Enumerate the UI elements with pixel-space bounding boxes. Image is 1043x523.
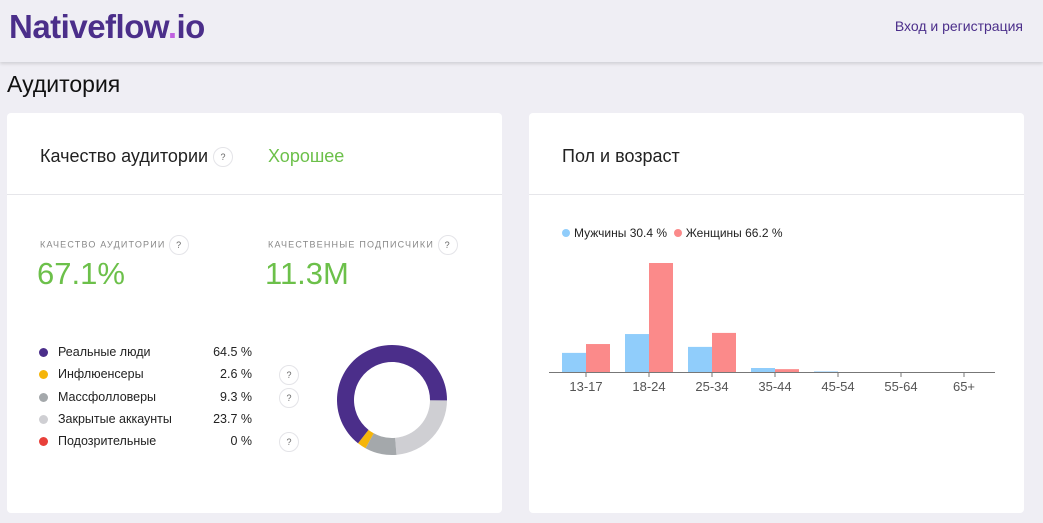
donut-slice [358, 429, 374, 449]
bar[interactable] [586, 344, 610, 372]
legend-value: 64.5 % [213, 345, 252, 359]
x-tick-label: 35-44 [758, 379, 791, 394]
x-tick-label: 65+ [953, 379, 975, 394]
donut-slice [337, 345, 447, 444]
header: Nativeflow.io Вход и регистрация [0, 0, 1043, 62]
bar[interactable] [712, 332, 736, 372]
legend-item: Инфлюенсеры 2.6 %? [39, 365, 299, 386]
legend-label: Закрытые аккаунты [58, 411, 172, 426]
bar[interactable] [751, 368, 775, 372]
page-title: Аудитория [7, 71, 121, 97]
logo-dot: . [167, 8, 177, 45]
logo-tail: io [176, 8, 205, 45]
legend-value: 2.6 % [220, 367, 252, 382]
logo[interactable]: Nativeflow.io [9, 8, 205, 46]
help-icon[interactable]: ? [213, 147, 234, 168]
help-icon[interactable]: ? [279, 432, 299, 453]
legend-dot-female [673, 228, 682, 237]
legend-dot-male [562, 228, 570, 237]
chart-legend: Мужчины 30.4 % Женщины 66.2 % [562, 225, 783, 240]
legend-label: Инфлюенсеры [58, 367, 144, 382]
metric-label: Качество аудитории ? [40, 235, 190, 255]
help-icon[interactable]: ? [279, 387, 299, 408]
legend-dot [39, 392, 48, 402]
legend-value: 23.7 % [213, 411, 252, 426]
legend-item: Массфолловеры 9.3 %? [39, 387, 299, 408]
bar[interactable] [688, 346, 712, 372]
legend-dot [39, 370, 48, 380]
help-icon[interactable]: ? [437, 235, 458, 255]
card-title: Качество аудитории [40, 146, 209, 166]
bar[interactable] [562, 352, 586, 372]
help-icon[interactable]: ? [169, 235, 190, 255]
legend-item: Закрытые аккаунты 23.7 % [39, 410, 299, 430]
quality-rating: Хорошее [268, 146, 345, 166]
legend-label: Массфолловеры [58, 389, 157, 404]
donut-slice [395, 400, 447, 455]
legend-item: Подозрительные 0 %? [39, 432, 299, 453]
audience-quality-card: Качество аудитории ? Хорошее Качество ау… [7, 113, 502, 513]
gender-age-bar-chart: 13-17 18-24 25-34 35-44 45-54 55-64 65+ [549, 263, 995, 394]
legend-dot [39, 414, 48, 424]
x-tick-label: 25-34 [695, 379, 728, 394]
bar[interactable] [649, 263, 673, 372]
legend-item: Реальные люди 64.5 % [39, 343, 299, 363]
legend-label: Подозрительные [58, 434, 157, 449]
metric-label: Качественные подписчики ? [268, 235, 458, 255]
help-icon[interactable]: ? [279, 365, 299, 386]
bar[interactable] [775, 369, 799, 372]
legend-value: 0 % [230, 434, 252, 449]
logo-text: Nativeflow [9, 8, 168, 45]
quality-donut-chart [337, 345, 447, 455]
legend-dot [39, 348, 48, 357]
login-link[interactable]: Вход и регистрация [894, 18, 1023, 34]
x-tick-label: 18-24 [632, 379, 665, 394]
gender-age-card: Пол и возраст Мужчины 30.4 % Женщины 66.… [529, 113, 1024, 513]
x-tick-label: 13-17 [569, 379, 602, 394]
legend-value: 9.3 % [220, 389, 252, 404]
legend-male: Мужчины 30.4 % [574, 225, 668, 240]
legend-label: Реальные люди [58, 345, 151, 359]
donut-slice [365, 433, 397, 455]
quality-followers: 11.3M [265, 256, 349, 291]
x-tick-label: 55-64 [884, 379, 917, 394]
legend-female: Женщины 66.2 % [685, 225, 783, 240]
card-title: Пол и возраст [562, 146, 680, 166]
x-tick-label: 45-54 [821, 379, 854, 394]
bar[interactable] [814, 371, 838, 372]
legend-dot [39, 437, 48, 447]
bar[interactable] [625, 334, 649, 372]
quality-score: 67.1% [37, 256, 125, 291]
